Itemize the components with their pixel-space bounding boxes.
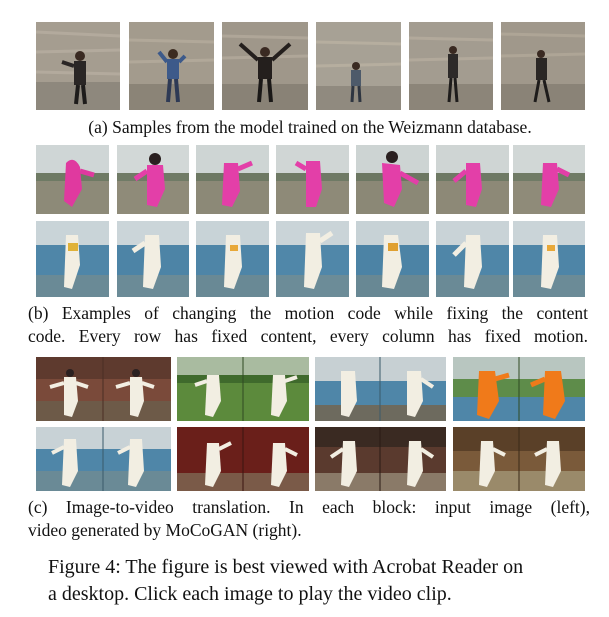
weizmann-clip-4[interactable]: [316, 22, 401, 110]
motion-caption-line-1: (b) Examples of changing the motion code…: [28, 303, 588, 323]
motion-pink-clip-4[interactable]: [276, 145, 349, 214]
weizmann-samples-row: [0, 22, 609, 110]
motion-white-clip-6[interactable]: [436, 221, 509, 297]
weizmann-clip-6[interactable]: [501, 22, 585, 110]
motion-white-clip-2[interactable]: [117, 221, 189, 297]
translation-block-3[interactable]: [315, 357, 446, 421]
motion-white-clip-3[interactable]: [196, 221, 269, 297]
translation-caption-line-1: (c) Image-to-video translation. In each …: [28, 497, 590, 517]
motion-white-clip-5[interactable]: [356, 221, 429, 297]
motion-row-pink: [0, 145, 609, 214]
weizmann-clip-1[interactable]: [36, 22, 120, 110]
translation-block-5[interactable]: [36, 427, 171, 491]
motion-pink-clip-5[interactable]: [356, 145, 429, 214]
motion-pink-clip-6[interactable]: [436, 145, 509, 214]
weizmann-caption: (a) Samples from the model trained on th…: [88, 117, 532, 137]
weizmann-clip-3[interactable]: [222, 22, 308, 110]
translation-block-2[interactable]: [177, 357, 309, 421]
translation-row-2: [0, 427, 609, 491]
motion-pink-clip-1[interactable]: [36, 145, 109, 214]
motion-pink-clip-2[interactable]: [117, 145, 189, 214]
main-figure-caption-line-2: a desktop. Click each image to play the …: [48, 583, 452, 605]
translation-block-8[interactable]: [453, 427, 585, 491]
motion-pink-clip-3[interactable]: [196, 145, 269, 214]
translation-caption-line-2: video generated by MoCoGAN (right).: [28, 520, 302, 540]
translation-block-1[interactable]: [36, 357, 171, 421]
motion-white-clip-4[interactable]: [276, 221, 349, 297]
motion-white-clip-1[interactable]: [36, 221, 109, 297]
motion-row-white: [0, 221, 609, 297]
weizmann-clip-2[interactable]: [129, 22, 214, 110]
motion-white-clip-7[interactable]: [513, 221, 585, 297]
main-figure-caption-line-1: Figure 4: The figure is best viewed with…: [48, 556, 524, 578]
weizmann-clip-5[interactable]: [409, 22, 493, 110]
motion-pink-clip-7[interactable]: [513, 145, 585, 214]
translation-block-4[interactable]: [453, 357, 585, 421]
motion-caption-line-2: code. Every row has fixed content, every…: [28, 326, 588, 346]
translation-block-6[interactable]: [177, 427, 309, 491]
translation-block-7[interactable]: [315, 427, 446, 491]
translation-row-1: [0, 357, 609, 421]
